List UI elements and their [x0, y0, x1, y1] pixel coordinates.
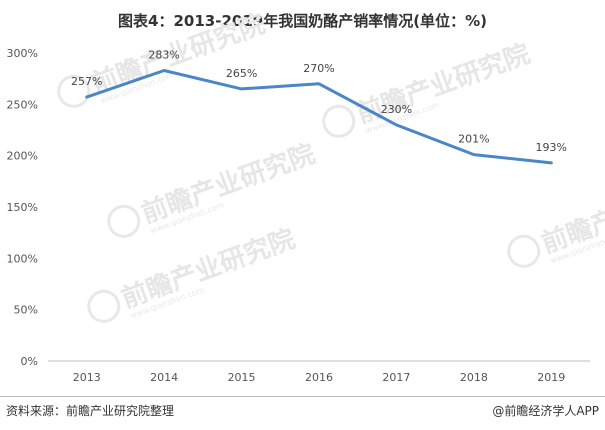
data-label: 265%: [226, 67, 257, 80]
watermark-text: 前瞻产业研究院: [117, 223, 299, 314]
x-tick-label: 2017: [382, 371, 410, 384]
y-tick-label: 200%: [7, 150, 38, 163]
x-tick-label: 2016: [305, 371, 333, 384]
y-tick-label: 250%: [7, 98, 38, 111]
data-label: 270%: [303, 62, 334, 75]
data-label: 193%: [536, 141, 567, 154]
watermark-logo-icon: [57, 74, 91, 108]
x-tick-label: 2013: [73, 371, 101, 384]
x-tick-label: 2015: [228, 371, 256, 384]
series-line: [85, 69, 553, 165]
y-tick-label: 0%: [21, 355, 38, 368]
watermark-logo-icon: [87, 289, 121, 323]
watermark-text: 前瞻产业研究院: [137, 138, 319, 229]
data-label: 257%: [71, 75, 102, 88]
data-label: 230%: [381, 103, 412, 116]
y-tick-label: 150%: [7, 201, 38, 214]
y-tick-label: 50%: [14, 304, 38, 317]
chart-title: 图表4：2013-2019年我国奶酪产销率情况(单位：%): [118, 12, 487, 30]
y-axis: 0% 50% 100% 150% 200% 250% 300%: [7, 47, 38, 368]
y-tick-label: 300%: [7, 47, 38, 60]
footer-divider: [0, 396, 605, 397]
x-tick-label: 2019: [537, 371, 565, 384]
x-axis: 2013 2014 2015 2016 2017 2018 2019: [73, 371, 566, 384]
data-label: 283%: [148, 48, 179, 61]
y-tick-label: 100%: [7, 252, 38, 265]
data-labels: 257% 283% 265% 270% 230% 201% 193%: [71, 48, 567, 153]
watermark-logo-icon: [107, 204, 141, 238]
source-note: 资料来源：前瞻产业研究院整理: [6, 404, 175, 418]
x-tick-label: 2014: [150, 371, 178, 384]
brand-credit: @前瞻经济学人APP: [492, 404, 599, 418]
watermark-logo-icon: [322, 104, 356, 138]
watermark-logo-icon: [507, 234, 541, 268]
data-label: 201%: [458, 133, 489, 146]
x-tick-label: 2018: [460, 371, 488, 384]
